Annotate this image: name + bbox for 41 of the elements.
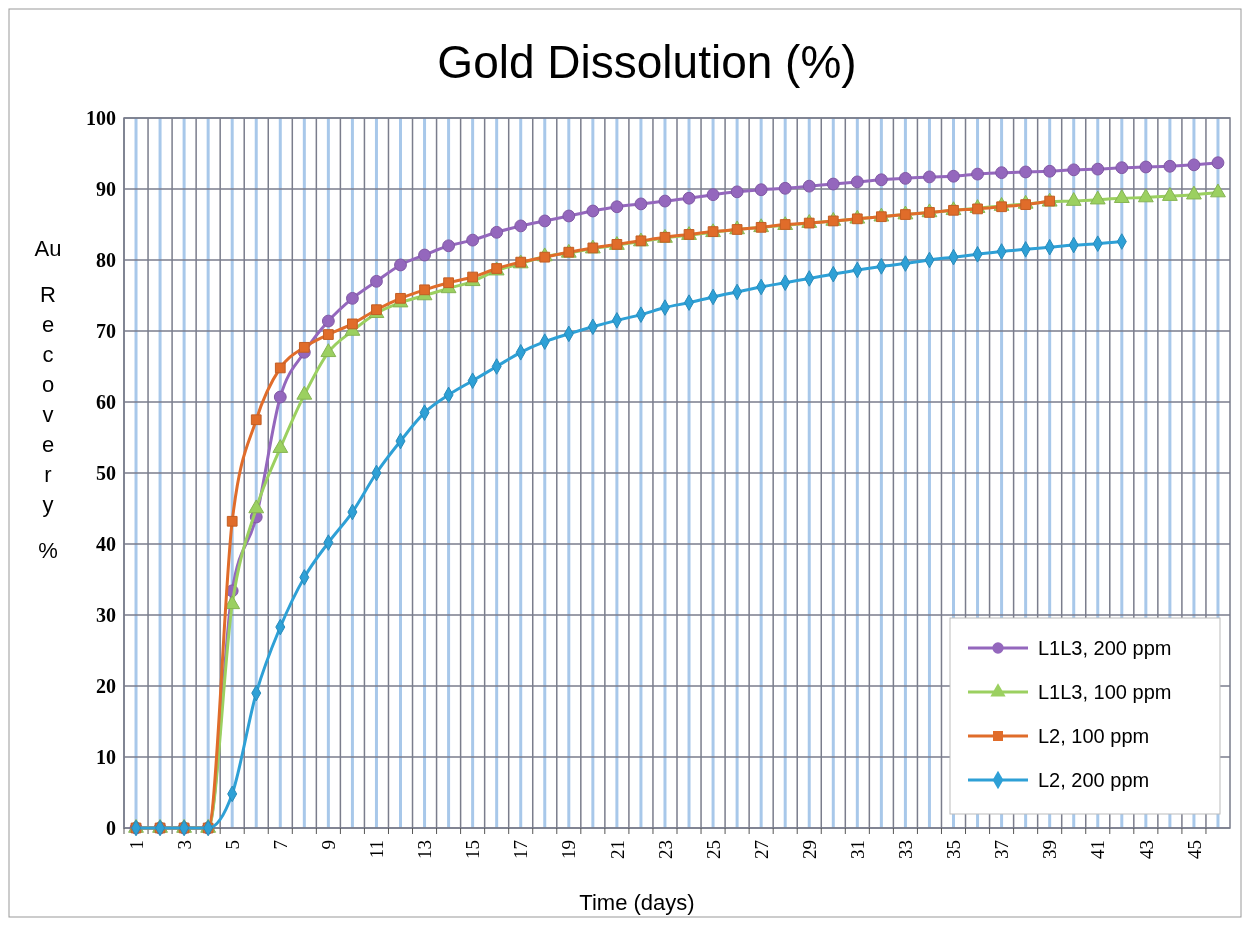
x-tick-label: 15	[462, 840, 484, 859]
x-tick-label: 41	[1087, 840, 1109, 859]
legend-label: L1L3, 200 ppm	[1038, 637, 1172, 659]
x-tick-label: 39	[1039, 840, 1061, 859]
x-axis-title: Time (days)	[579, 890, 695, 915]
y-tick-label: 70	[96, 320, 116, 342]
x-tick-label: 13	[414, 840, 436, 859]
x-tick-label: 3	[173, 840, 195, 850]
y-tick-label: 50	[96, 462, 116, 484]
x-tick-label: 23	[654, 840, 676, 859]
x-tick-label: 35	[943, 840, 965, 859]
y-tick-label: 30	[96, 604, 116, 626]
y-tick-label: 80	[96, 249, 116, 271]
y-tick-label: 40	[96, 533, 116, 555]
x-tick-label: 31	[846, 840, 868, 859]
x-tick-label: 5	[221, 840, 243, 850]
x-tick-label: 9	[318, 840, 340, 850]
x-tick-label: 21	[606, 840, 628, 859]
x-tick-label: 43	[1135, 840, 1157, 859]
legend-label: L2, 100 ppm	[1038, 725, 1150, 747]
legend-label: L2, 200 ppm	[1038, 769, 1150, 791]
y-tick-label: 100	[86, 107, 116, 129]
x-tick-label: 27	[750, 840, 772, 859]
x-tick-label: 19	[558, 840, 580, 859]
x-tick-label: 37	[991, 840, 1013, 859]
y-tick-label: 10	[96, 746, 116, 768]
x-tick-label: 29	[798, 840, 820, 859]
text: Au Recovery %	[34, 236, 62, 563]
x-tick-label: 17	[510, 840, 532, 859]
legend-label: L1L3, 100 ppm	[1038, 681, 1172, 703]
x-tick-label: 11	[366, 840, 388, 859]
chart-title: Gold Dissolution (%)	[437, 36, 857, 88]
x-tick-label: 33	[895, 840, 917, 859]
y-tick-label: 90	[96, 178, 116, 200]
y-tick-label: 60	[96, 391, 116, 413]
x-tick-label: 25	[702, 840, 724, 859]
x-tick-label: 1	[125, 840, 147, 850]
y-tick-label: 20	[96, 675, 116, 697]
y-tick-label: 0	[106, 817, 116, 839]
x-tick-label: 45	[1183, 840, 1205, 859]
x-tick-label: 7	[269, 840, 291, 850]
